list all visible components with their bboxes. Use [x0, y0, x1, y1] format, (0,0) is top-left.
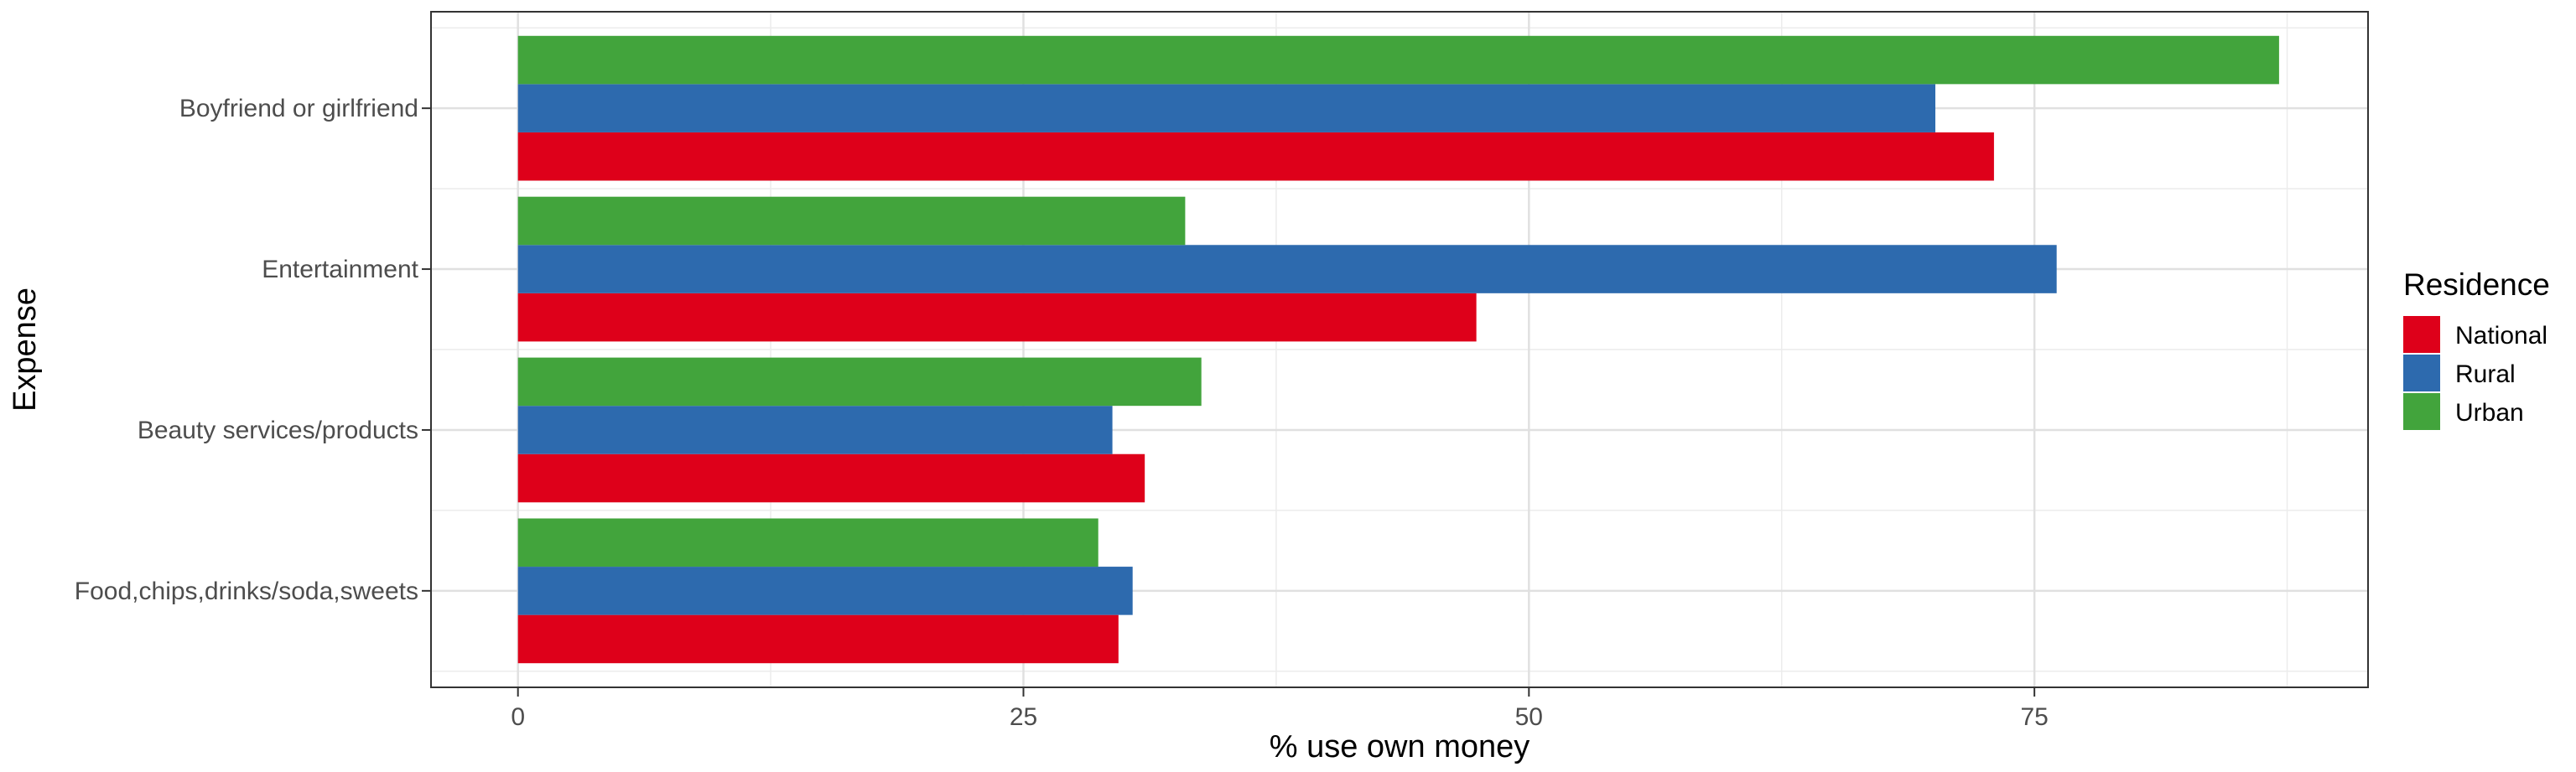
y-tick-label: Food,chips,drinks/soda,sweets [75, 578, 418, 605]
bar-rural [517, 567, 1133, 615]
legend: Residence National Rural Urban [2403, 267, 2550, 430]
x-axis-title: % use own money [1270, 729, 1530, 764]
y-axis-title: Expense [8, 288, 43, 412]
bar-national [517, 132, 1994, 181]
bar-urban [517, 35, 2279, 85]
bar-rural [517, 406, 1113, 454]
bar-urban [517, 518, 1098, 567]
bar-urban [517, 196, 1186, 246]
bar-rural [517, 245, 2057, 293]
bar-national [517, 453, 1145, 503]
legend-label: Rural [2455, 360, 2516, 388]
y-tick-label: Beauty services/products [138, 417, 418, 444]
legend-label: Urban [2455, 399, 2524, 427]
x-axis: 0 25 50 75 [511, 687, 2049, 731]
bar-urban [517, 357, 1202, 407]
legend-label: National [2455, 322, 2547, 350]
legend-key-national [2403, 316, 2440, 353]
bar-national [517, 293, 1477, 342]
y-axis: Food,chips,drinks/soda,sweets Beauty serv… [75, 95, 431, 605]
x-tick-label: 75 [2020, 703, 2048, 731]
bar-national [517, 614, 1119, 664]
x-tick-label: 25 [1010, 703, 1037, 731]
legend-title: Residence [2403, 267, 2550, 302]
x-tick-label: 0 [511, 703, 525, 731]
x-tick-label: 50 [1515, 703, 1543, 731]
plot-panel-border [430, 11, 2369, 688]
legend-key-urban [2403, 393, 2440, 430]
y-tick-label: Boyfriend or girlfriend [179, 95, 418, 122]
bar-rural [517, 84, 1935, 132]
y-tick-label: Entertainment [262, 256, 418, 283]
bars [517, 35, 2279, 664]
legend-key-rural [2403, 355, 2440, 391]
